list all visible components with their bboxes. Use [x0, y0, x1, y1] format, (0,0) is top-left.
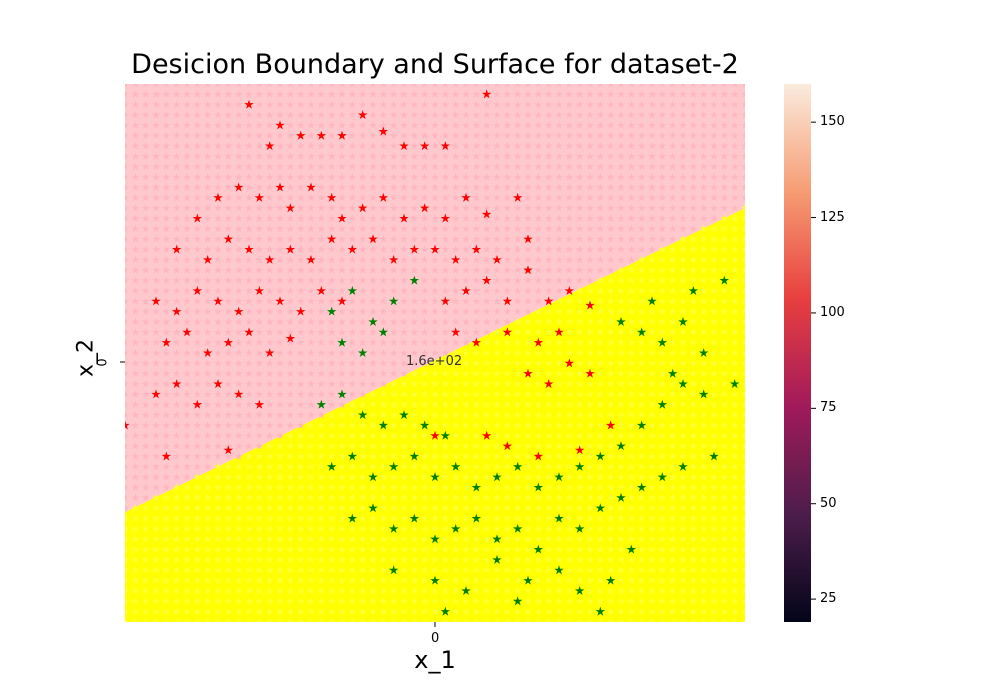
- colorbar-tick-label: 50: [820, 495, 837, 511]
- colorbar: [784, 84, 816, 622]
- center-annotation: 1.6e+02: [406, 354, 463, 369]
- colorbar-tick-label: 75: [820, 400, 837, 416]
- chart-title: Desicion Boundary and Surface for datase…: [131, 49, 739, 80]
- colorbar-gradient: [784, 84, 811, 622]
- colorbar-tick-label: 150: [820, 114, 845, 130]
- x-tick-label: 0: [431, 631, 440, 646]
- colorbar-tick-label: 25: [820, 591, 837, 607]
- y-axis-label: x_2: [73, 338, 99, 378]
- x-axis-label: x_1: [414, 646, 456, 674]
- colorbar-tick-label: 125: [820, 209, 845, 225]
- colorbar-tick-label: 100: [820, 304, 845, 320]
